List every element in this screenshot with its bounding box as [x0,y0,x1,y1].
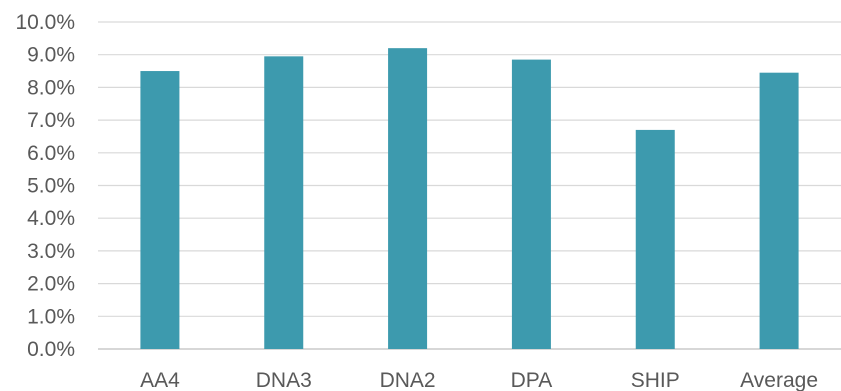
bar-ship [635,129,675,349]
y-tick-label: 6.0% [27,142,75,165]
gridlines [98,21,841,350]
x-tick-label-average: Average [740,369,818,391]
y-tick-label: 9.0% [27,44,75,67]
y-tick-label: 1.0% [27,305,75,328]
bar-average [759,72,799,349]
bar-dpa [511,59,551,349]
x-axis-category-labels: AA4 DNA3 DNA2 DPA SHIP Average [140,369,818,391]
y-tick-label: 7.0% [27,109,75,132]
y-tick-label: 4.0% [27,207,75,230]
y-tick-label: 3.0% [27,240,75,263]
y-tick-label: 0.0% [27,338,75,361]
bar-aa4 [140,71,180,350]
bar-dna2 [388,48,428,349]
x-tick-label-aa4: AA4 [140,369,180,391]
y-axis-tick-labels: 0.0% 1.0% 2.0% 3.0% 4.0% 5.0% 6.0% 7.0% 8.0% 9.0%… [15,11,75,361]
x-tick-label-dna2: DNA2 [380,369,436,391]
y-tick-label: 8.0% [27,76,75,99]
y-tick-label: 2.0% [27,273,75,296]
x-tick-label-ship: SHIP [631,369,680,391]
bars [140,48,799,350]
x-tick-label-dna3: DNA3 [256,369,312,391]
x-tick-label-dpa: DPA [511,369,553,391]
y-tick-label: 5.0% [27,175,75,198]
bar-dna3 [264,56,304,350]
y-tick-label: 10.0% [15,11,75,34]
